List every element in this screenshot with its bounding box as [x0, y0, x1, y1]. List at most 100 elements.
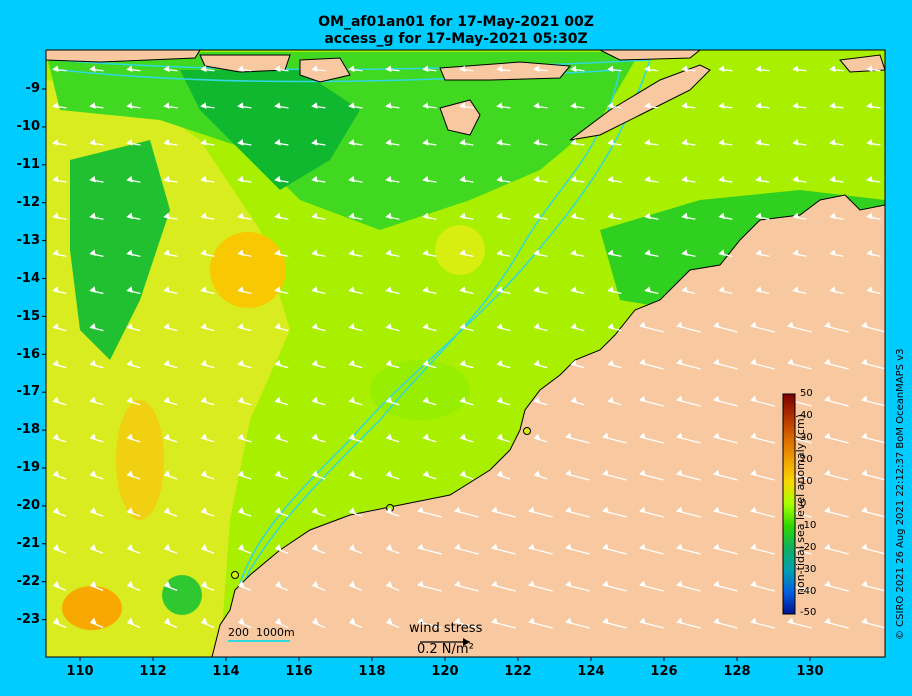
colorbar-title: non-tidal sea level anomaly (cm)	[794, 414, 807, 595]
wind-arrowhead	[824, 321, 831, 329]
wind-arrowhead	[274, 249, 281, 256]
wind-arrowhead	[163, 102, 170, 109]
wind-arrowhead	[126, 507, 134, 514]
wind-arrowhead	[89, 65, 96, 72]
wind-arrowhead	[644, 139, 651, 146]
wind-arrowhead	[491, 543, 498, 551]
anomaly-zone-darkgreen-nw	[70, 140, 170, 360]
wind-arrowhead	[533, 249, 540, 256]
wind-arrowhead	[676, 358, 683, 366]
wind-arrowhead	[570, 212, 577, 220]
wind-arrowhead	[861, 395, 868, 403]
wind-legend-value: 0.2 N/m²	[417, 642, 474, 657]
depth-legend-200: 200	[228, 626, 249, 639]
wind-arrowhead	[676, 580, 683, 588]
wind-arrowhead	[681, 139, 688, 146]
colorbar-tick: -50	[800, 607, 817, 618]
wind-arrowhead	[718, 102, 725, 109]
wind-arrowhead	[126, 433, 134, 440]
wind-arrowhead	[565, 432, 572, 440]
lon-label: 114	[212, 664, 240, 679]
wind-arrowhead	[348, 65, 355, 72]
wind-arrowhead	[274, 323, 282, 330]
wind-arrowhead	[676, 469, 683, 477]
wind-arrowhead	[163, 580, 171, 587]
wind-arrowhead	[866, 102, 873, 109]
wind-arrowhead	[385, 433, 393, 440]
wind-arrowhead	[163, 433, 171, 440]
wind-arrowhead	[861, 580, 868, 588]
wind-arrowhead	[644, 175, 651, 183]
map-title-line1: OM_af01an01 for 17-May-2021 00Z	[318, 14, 594, 30]
wind-arrowhead	[459, 249, 466, 256]
lon-label: 120	[431, 664, 459, 679]
wind-arrowhead	[533, 65, 540, 72]
wind-arrowhead	[200, 139, 207, 146]
wind-arrowhead	[422, 65, 429, 72]
wind-arrowhead	[644, 212, 651, 220]
wind-arrowhead	[385, 139, 392, 146]
lon-label: 110	[66, 664, 94, 679]
wind-arrowhead	[200, 470, 208, 477]
wind-arrowhead	[602, 543, 609, 551]
wind-arrowhead	[639, 506, 646, 514]
wind-arrowhead	[89, 470, 97, 477]
wind-arrowhead	[459, 212, 466, 220]
wind-arrowhead	[385, 323, 393, 330]
wind-arrowhead	[200, 175, 207, 183]
wind-arrowhead	[200, 249, 207, 256]
island-bali-lombok	[199, 54, 291, 73]
wind-arrowhead	[417, 617, 424, 625]
wind-arrowhead	[528, 580, 535, 588]
wind-arrows	[52, 65, 885, 629]
wind-arrowhead	[750, 469, 757, 477]
wind-arrowhead	[126, 175, 133, 183]
wind-arrowhead	[496, 212, 503, 220]
station-marker-3	[231, 571, 239, 579]
wind-arrowhead	[274, 507, 282, 514]
wind-arrowhead	[861, 506, 868, 514]
wind-arrowhead	[565, 617, 572, 625]
wind-arrowhead	[454, 506, 461, 514]
wind-arrowhead	[496, 470, 504, 477]
wind-arrowhead	[163, 507, 171, 514]
wind-arrowhead	[311, 65, 318, 72]
wind-arrowhead	[163, 544, 171, 551]
wind-arrowhead	[866, 286, 873, 293]
wind-arrowhead	[89, 323, 97, 330]
wind-arrowhead	[52, 580, 60, 587]
wind-arrowhead	[454, 543, 461, 551]
wind-arrowhead	[163, 323, 171, 330]
wind-arrowhead	[866, 212, 873, 220]
wind-arrowhead	[163, 65, 170, 72]
colorbar-tick: 0	[800, 498, 807, 509]
wind-arrowhead	[533, 433, 541, 440]
wind-arrowhead	[311, 212, 318, 220]
map-title-line2: access_g for 17-May-2021 05:30Z	[324, 31, 588, 47]
wind-arrowhead	[533, 323, 541, 330]
wind-arrowhead	[607, 286, 614, 293]
wind-arrowhead	[385, 507, 393, 514]
wind-arrowhead	[602, 506, 609, 514]
wind-arrowhead	[348, 249, 355, 256]
wind-arrowhead	[348, 102, 355, 109]
wind-arrowhead	[348, 470, 356, 477]
wind-arrowhead	[755, 175, 762, 183]
wind-arrowhead	[528, 617, 535, 625]
wind-arrowhead	[237, 102, 244, 109]
wind-arrowhead	[311, 359, 319, 367]
wind-arrowhead	[644, 65, 651, 72]
wind-arrowhead	[570, 139, 577, 146]
wind-arrowhead	[676, 395, 683, 403]
lon-label: 112	[139, 664, 167, 679]
wind-arrowhead	[829, 286, 836, 293]
australia-land	[211, 194, 885, 657]
wind-arrowhead	[533, 396, 541, 404]
wind-arrowhead	[491, 617, 498, 625]
wind-arrowhead	[824, 543, 831, 551]
colorbar-tick: 30	[800, 432, 813, 443]
wind-arrowhead	[422, 396, 430, 404]
wind-arrowhead	[713, 395, 720, 403]
wind-arrowhead	[829, 139, 836, 146]
wind-arrowhead	[681, 65, 688, 72]
